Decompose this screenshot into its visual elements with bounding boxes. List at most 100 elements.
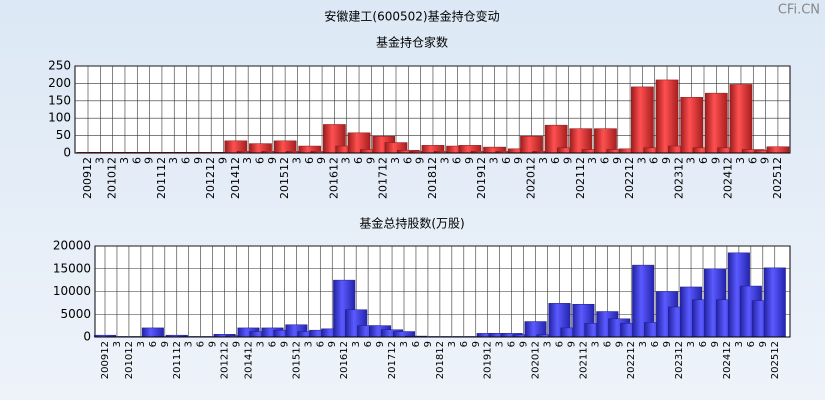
x-tick-label: 201012 — [124, 341, 135, 379]
x-tick-label: 202212 — [626, 341, 637, 379]
x-tick-label: 9 — [758, 341, 769, 347]
bar — [655, 79, 679, 154]
x-tick-label: 3 — [734, 157, 747, 164]
x-tick-label: 3 — [241, 157, 254, 164]
x-tick-label: 3 — [389, 157, 402, 164]
x-tick-label: 200912 — [100, 341, 111, 379]
x-tick-label: 202312 — [672, 157, 685, 199]
x-tick-label: 9 — [759, 157, 772, 164]
x-tick-label: 3 — [635, 157, 648, 164]
x-tick-label: 202212 — [623, 157, 636, 199]
x-tick-label: 201812 — [426, 157, 439, 199]
x-tick-label: 9 — [315, 157, 328, 164]
x-tick-label: 6 — [451, 157, 464, 164]
x-tick-label: 9 — [614, 341, 625, 347]
x-tick-label: 201212 — [220, 341, 231, 379]
x-tick-label: 201212 — [204, 157, 217, 199]
y-tick-label: 10000 — [53, 284, 91, 298]
x-tick-label: 6 — [500, 157, 513, 164]
x-tick-label: 202112 — [578, 341, 589, 379]
x-tick-label: 3 — [290, 157, 303, 164]
x-tick-label: 6 — [549, 157, 562, 164]
x-tick-label: 3 — [93, 157, 106, 164]
x-tick-label: 201612 — [327, 157, 340, 199]
x-tick-label: 9 — [327, 341, 338, 347]
x-tick-label: 6 — [411, 341, 422, 347]
watermark: CFi.CN — [778, 3, 820, 18]
x-tick-label: 9 — [143, 157, 156, 164]
x-tick-label: 3 — [351, 341, 362, 347]
x-tick-label: 3 — [136, 341, 147, 347]
x-tick-label: 3 — [340, 157, 353, 164]
x-tick-label: 6 — [648, 157, 661, 164]
x-tick-label: 3 — [184, 341, 195, 347]
x-tick-label: 9 — [208, 341, 219, 347]
x-tick-label: 201512 — [291, 341, 302, 379]
x-tick-label: 201912 — [475, 157, 488, 199]
x-tick-label: 3 — [495, 341, 506, 347]
x-tick-label: 9 — [660, 157, 673, 164]
x-tick-label: 3 — [590, 341, 601, 347]
x-tick-label: 201112 — [155, 157, 168, 199]
x-tick-label: 9 — [611, 157, 624, 164]
x-tick-label: 6 — [507, 341, 518, 347]
x-tick-label: 200912 — [81, 157, 94, 199]
x-tick-label: 6 — [602, 341, 613, 347]
bar — [766, 146, 790, 154]
bar — [704, 92, 728, 154]
x-tick-label: 6 — [697, 157, 710, 164]
x-tick-label: 9 — [566, 341, 577, 347]
x-tick-label: 6 — [401, 157, 414, 164]
x-tick-label: 9 — [709, 157, 722, 164]
x-tick-label: 9 — [232, 341, 243, 347]
bar — [520, 136, 543, 154]
x-tick-label: 3 — [543, 341, 554, 347]
x-tick-label: 9 — [192, 157, 205, 164]
x-tick-label: 202412 — [722, 341, 733, 379]
x-tick-label: 3 — [303, 341, 314, 347]
x-tick-label: 6 — [554, 341, 565, 347]
x-tick-label: 201912 — [483, 341, 494, 379]
x-tick-label: 9 — [512, 157, 525, 164]
x-tick-label: 6 — [253, 157, 266, 164]
x-tick-label: 201612 — [339, 341, 350, 379]
chart-title: 基金总持股数(万股) — [359, 216, 464, 231]
x-tick-label: 9 — [471, 341, 482, 347]
y-tick-label: 50 — [56, 128, 71, 142]
x-tick-label: 9 — [375, 341, 386, 347]
x-tick-label: 6 — [650, 341, 661, 347]
y-tick-label: 250 — [48, 59, 71, 73]
x-tick-label: 202012 — [525, 157, 538, 199]
y-tick-label: 150 — [48, 93, 71, 107]
x-tick-label: 3 — [537, 157, 550, 164]
x-tick-label: 6 — [598, 157, 611, 164]
x-tick-label: 201812 — [435, 341, 446, 379]
x-tick-label: 201712 — [377, 157, 390, 199]
x-tick-label: 6 — [303, 157, 316, 164]
x-tick-label: 3 — [686, 341, 697, 347]
x-tick-label: 9 — [662, 341, 673, 347]
x-tick-label: 6 — [459, 341, 470, 347]
x-tick-label: 9 — [561, 157, 574, 164]
chart-title: 基金持仓家数 — [376, 35, 448, 50]
x-tick-label: 9 — [414, 157, 427, 164]
bar — [680, 97, 704, 154]
x-tick-label: 6 — [180, 157, 193, 164]
x-tick-label: 201412 — [244, 341, 255, 379]
x-tick-label: 3 — [685, 157, 698, 164]
x-tick-label: 9 — [364, 157, 377, 164]
x-tick-label: 3 — [399, 341, 410, 347]
x-tick-label: 6 — [267, 341, 278, 347]
x-tick-label: 6 — [746, 341, 757, 347]
x-tick-label: 9 — [423, 341, 434, 347]
y-tick-label: 0 — [63, 146, 71, 160]
bar — [763, 267, 786, 338]
x-tick-label: 6 — [698, 341, 709, 347]
x-tick-label: 3 — [118, 157, 131, 164]
x-tick-label: 202112 — [574, 157, 587, 199]
x-tick-label: 9 — [217, 157, 230, 164]
x-tick-label: 202012 — [531, 341, 542, 379]
x-tick-label: 3 — [112, 341, 123, 347]
